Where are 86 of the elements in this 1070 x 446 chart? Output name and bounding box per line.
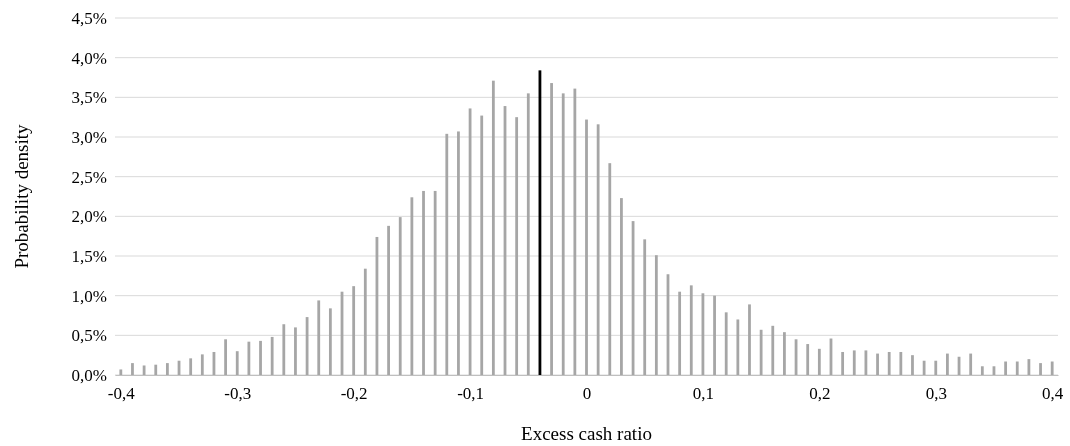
y-tick-label: 1,0%	[71, 286, 107, 306]
bar	[491, 80, 495, 375]
bar	[585, 119, 588, 375]
bar	[620, 198, 623, 375]
x-tick-label: 0,2	[809, 384, 831, 404]
bar	[596, 124, 600, 375]
bar	[328, 308, 332, 375]
bar	[457, 131, 460, 375]
bar	[410, 197, 414, 375]
bar	[119, 369, 123, 375]
x-tick-label: 0,4	[1042, 384, 1064, 404]
bar	[1027, 359, 1031, 375]
bar	[294, 327, 297, 375]
x-tick-label: -0,3	[224, 384, 252, 404]
bar	[748, 304, 751, 375]
x-tick-label: 0,3	[925, 384, 947, 404]
bar	[363, 268, 367, 375]
bar	[852, 350, 856, 375]
x-tick-label: -0,2	[340, 384, 368, 404]
x-axis-title: Excess cash ratio	[521, 423, 652, 444]
y-tick-label: 4,5%	[71, 8, 107, 28]
bar	[445, 133, 449, 375]
bar	[899, 351, 903, 375]
bar	[422, 190, 425, 375]
bar	[783, 332, 786, 375]
bar	[189, 358, 193, 375]
bar	[480, 115, 484, 375]
bar	[608, 163, 612, 375]
bar	[433, 190, 437, 375]
y-tick-label: 4,0%	[71, 48, 107, 68]
y-tick-label: 3,5%	[71, 88, 107, 108]
bar	[142, 365, 146, 375]
bar	[270, 336, 274, 375]
bar	[946, 353, 949, 375]
bar	[235, 351, 239, 375]
bar	[980, 366, 984, 375]
x-tick-label: 0,1	[692, 384, 715, 404]
bar	[876, 353, 879, 375]
bar	[352, 286, 356, 375]
bar	[969, 353, 973, 375]
bar	[911, 355, 914, 375]
bar	[398, 217, 402, 375]
y-tick-label: 1,5%	[71, 246, 107, 266]
y-tick-label: 2,0%	[71, 207, 107, 227]
bar	[736, 319, 740, 375]
bar	[247, 341, 251, 375]
bar	[131, 363, 134, 375]
bar	[922, 360, 926, 375]
bar	[259, 340, 262, 375]
y-tick-label: 0,5%	[71, 326, 107, 346]
bar	[817, 348, 821, 375]
x-tick-label: -0,1	[457, 384, 485, 404]
bar	[550, 83, 553, 375]
y-tick-label: 0,0%	[71, 365, 107, 385]
bar	[713, 295, 716, 375]
bar	[934, 360, 938, 375]
bar	[806, 344, 810, 375]
y-tick-label: 2,5%	[71, 167, 107, 187]
bar	[654, 255, 658, 375]
bar	[841, 351, 845, 375]
bar	[224, 339, 227, 375]
x-tick-label: 0	[582, 384, 592, 404]
bar	[515, 117, 519, 375]
bar	[165, 363, 169, 375]
bar	[317, 300, 321, 375]
bar	[200, 354, 204, 375]
bar	[561, 93, 565, 375]
bar	[282, 324, 286, 375]
bar	[887, 351, 891, 375]
bar	[573, 88, 577, 375]
bar	[771, 325, 775, 375]
bar	[643, 239, 647, 375]
bar	[1050, 361, 1054, 375]
bar	[526, 93, 530, 375]
bar	[387, 225, 390, 375]
x-tick-label: -0,4	[107, 384, 136, 404]
y-axis-title: Probability density	[11, 123, 32, 269]
y-tick-label: 3,0%	[71, 127, 107, 147]
bar	[724, 312, 728, 375]
bar	[689, 285, 693, 375]
bar	[1039, 363, 1042, 375]
bar	[759, 329, 763, 375]
bar	[1015, 361, 1019, 375]
bar	[154, 364, 158, 375]
bar	[678, 291, 682, 375]
bar	[1004, 361, 1007, 375]
